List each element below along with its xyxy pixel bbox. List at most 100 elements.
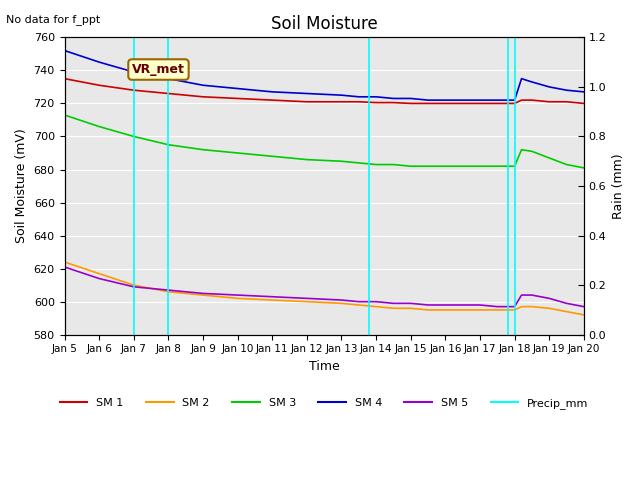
X-axis label: Time: Time	[309, 360, 340, 373]
SM 5	[61, 264, 68, 270]
SM 1	[372, 100, 380, 106]
SM 2	[459, 307, 467, 313]
SM 4	[234, 85, 241, 91]
SM 2	[355, 302, 363, 308]
SM 1	[355, 99, 363, 105]
SM 5	[476, 302, 484, 308]
SM 1	[545, 99, 553, 105]
SM 5	[459, 302, 467, 308]
SM 5	[545, 296, 553, 301]
SM 1	[234, 96, 241, 101]
Y-axis label: Rain (mm): Rain (mm)	[612, 153, 625, 219]
SM 3	[199, 147, 207, 153]
SM 2	[95, 271, 103, 276]
SM 4	[511, 97, 518, 103]
SM 1	[511, 100, 518, 106]
Legend: SM 1, SM 2, SM 3, SM 4, SM 5, Precip_mm: SM 1, SM 2, SM 3, SM 4, SM 5, Precip_mm	[55, 394, 593, 414]
SM 3	[528, 148, 536, 154]
SM 3	[580, 165, 588, 171]
SM 3	[355, 160, 363, 166]
SM 1	[563, 99, 570, 105]
SM 3	[390, 162, 397, 168]
SM 5	[563, 300, 570, 306]
SM 4	[303, 91, 310, 96]
SM 2	[580, 312, 588, 318]
SM 2	[511, 307, 518, 313]
SM 5	[355, 299, 363, 304]
SM 3	[268, 154, 276, 159]
Line: SM 4: SM 4	[65, 50, 584, 100]
SM 4	[61, 48, 68, 53]
SM 5	[130, 284, 138, 290]
SM 4	[563, 87, 570, 93]
SM 5	[442, 302, 449, 308]
SM 1	[95, 83, 103, 88]
SM 3	[303, 156, 310, 162]
SM 3	[545, 155, 553, 161]
SM 4	[518, 76, 525, 82]
SM 4	[390, 96, 397, 101]
SM 5	[511, 304, 518, 310]
SM 4	[199, 83, 207, 88]
SM 2	[61, 259, 68, 265]
SM 2	[545, 305, 553, 311]
SM 4	[442, 97, 449, 103]
SM 5	[372, 299, 380, 304]
Text: No data for f_ppt: No data for f_ppt	[6, 14, 100, 25]
SM 3	[61, 112, 68, 118]
SM 2	[234, 296, 241, 301]
Line: SM 3: SM 3	[65, 115, 584, 168]
SM 4	[545, 84, 553, 90]
SM 2	[407, 305, 415, 311]
Text: VR_met: VR_met	[132, 63, 185, 76]
SM 4	[459, 97, 467, 103]
Y-axis label: Soil Moisture (mV): Soil Moisture (mV)	[15, 129, 28, 243]
SM 5	[268, 294, 276, 300]
SM 4	[407, 96, 415, 101]
SM 3	[338, 158, 346, 164]
SM 5	[234, 292, 241, 298]
SM 1	[199, 94, 207, 100]
SM 4	[580, 89, 588, 95]
SM 2	[199, 292, 207, 298]
SM 3	[442, 163, 449, 169]
SM 1	[407, 100, 415, 106]
SM 2	[424, 307, 432, 313]
SM 3	[424, 163, 432, 169]
SM 4	[338, 92, 346, 98]
SM 2	[268, 297, 276, 303]
SM 1	[528, 97, 536, 103]
SM 1	[303, 99, 310, 105]
SM 3	[493, 163, 501, 169]
SM 5	[390, 300, 397, 306]
SM 3	[372, 162, 380, 168]
SM 1	[459, 100, 467, 106]
SM 3	[476, 163, 484, 169]
SM 2	[164, 289, 172, 295]
SM 2	[476, 307, 484, 313]
SM 2	[390, 305, 397, 311]
SM 5	[424, 302, 432, 308]
SM 5	[528, 292, 536, 298]
Line: SM 1: SM 1	[65, 79, 584, 103]
SM 1	[442, 100, 449, 106]
SM 2	[130, 282, 138, 288]
SM 4	[528, 79, 536, 85]
SM 4	[424, 97, 432, 103]
SM 1	[338, 99, 346, 105]
SM 3	[407, 163, 415, 169]
SM 1	[130, 87, 138, 93]
SM 1	[164, 91, 172, 96]
SM 5	[518, 292, 525, 298]
SM 4	[355, 94, 363, 100]
SM 4	[372, 94, 380, 100]
SM 5	[164, 287, 172, 293]
SM 4	[95, 59, 103, 65]
SM 3	[95, 124, 103, 130]
SM 2	[518, 304, 525, 310]
SM 2	[493, 307, 501, 313]
SM 3	[511, 163, 518, 169]
SM 5	[407, 300, 415, 306]
Line: SM 5: SM 5	[65, 267, 584, 307]
SM 4	[493, 97, 501, 103]
